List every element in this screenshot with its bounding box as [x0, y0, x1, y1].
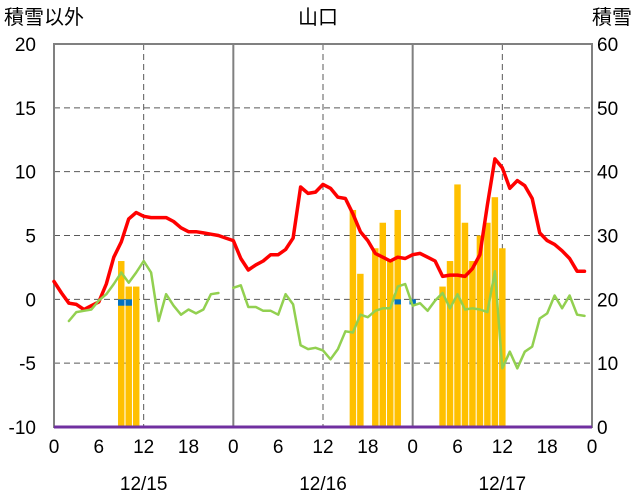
green-line: [67, 259, 220, 323]
x-tick-label: 12: [133, 437, 154, 458]
blue-bar: [118, 299, 125, 306]
yellow-bar: [476, 235, 484, 427]
right-tick-label: 60: [597, 35, 618, 56]
x-tick-label: 0: [587, 437, 598, 458]
yellow-bar: [461, 222, 469, 427]
left-tick-label: 10: [15, 163, 36, 184]
date-label: 12/15: [120, 474, 168, 495]
yellow-bar: [125, 286, 132, 427]
x-tick-label: 12: [312, 437, 333, 458]
right-tick-label: 0: [597, 418, 608, 439]
date-label: 12/16: [299, 474, 347, 495]
right-tick-label: 30: [597, 227, 618, 248]
yellow-bar: [499, 248, 506, 427]
left-tick-label: 15: [15, 99, 36, 120]
yellow-bar: [454, 184, 461, 427]
yellow-bar: [132, 286, 140, 427]
x-tick-label: 18: [537, 437, 558, 458]
left-tick-label: 0: [25, 290, 36, 311]
yellow-bar: [394, 209, 401, 427]
left-tick-label: -10: [9, 418, 36, 439]
left-tick-label: 5: [25, 227, 36, 248]
yellow-bar: [484, 222, 491, 427]
left-axis-title: 積雪以外: [4, 6, 84, 29]
yellow-bar: [387, 261, 394, 427]
x-tick-label: 0: [228, 437, 239, 458]
red-line: [52, 157, 587, 312]
yellow-bar: [439, 286, 446, 427]
lines: [52, 157, 592, 429]
yellow-bar: [372, 248, 379, 427]
right-tick-label: 40: [597, 163, 618, 184]
chart-title: 山口: [298, 6, 338, 29]
x-tick-label: 6: [452, 437, 463, 458]
right-tick-label: 10: [597, 354, 618, 375]
x-tick-label: 18: [357, 437, 378, 458]
x-tick-label: 0: [49, 437, 60, 458]
x-tick-label: 0: [407, 437, 418, 458]
left-tick-label: -5: [19, 354, 36, 375]
right-tick-label: 50: [597, 99, 618, 120]
blue-bar: [125, 299, 132, 306]
yellow-bar: [379, 222, 387, 427]
yellow-bar: [469, 261, 476, 427]
yellow-bar: [446, 261, 454, 427]
yellow-bar: [357, 273, 364, 427]
x-tick-label: 12: [492, 437, 513, 458]
yellow-bar: [491, 197, 499, 427]
x-tick-label: 6: [273, 437, 284, 458]
right-tick-label: 20: [597, 290, 618, 311]
yellow-bar: [349, 209, 357, 427]
yellow-bar: [118, 261, 125, 427]
date-label: 12/17: [479, 474, 527, 495]
blue-bar: [394, 299, 401, 305]
x-tick-label: 6: [94, 437, 105, 458]
left-tick-label: 20: [15, 35, 36, 56]
x-tick-label: 18: [178, 437, 199, 458]
green-line: [232, 269, 586, 370]
right-axis-title: 積雪: [592, 6, 632, 29]
